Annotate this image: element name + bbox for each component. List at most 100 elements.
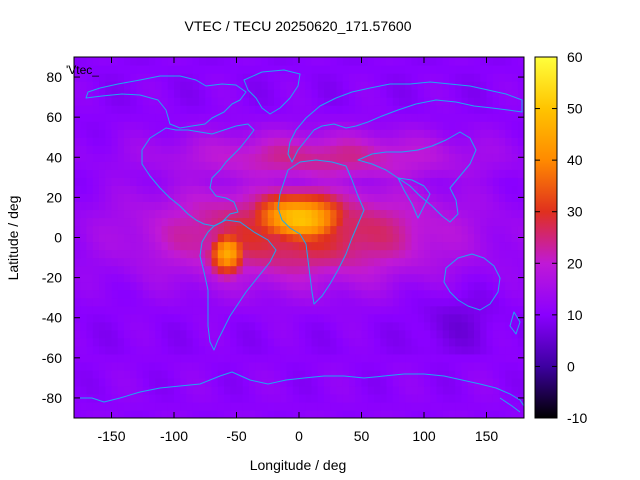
heatmap-cell xyxy=(299,401,306,411)
heatmap-cell xyxy=(174,377,181,387)
heatmap-cell xyxy=(424,153,431,162)
heatmap-cell xyxy=(99,225,106,235)
heatmap-cell xyxy=(117,121,125,130)
heatmap-cell xyxy=(517,89,524,98)
heatmap-cell xyxy=(305,225,313,235)
heatmap-cell xyxy=(480,169,488,178)
heatmap-cell xyxy=(180,233,188,243)
heatmap-cell xyxy=(186,281,194,291)
heatmap-cell xyxy=(92,321,100,331)
heatmap-cell xyxy=(186,241,194,251)
heatmap-cell xyxy=(99,129,106,138)
heatmap-cell xyxy=(305,201,313,211)
heatmap-cell xyxy=(474,401,481,411)
heatmap-cell xyxy=(361,209,369,219)
heatmap-cell xyxy=(511,249,519,259)
heatmap-cell xyxy=(192,89,200,98)
heatmap-cell xyxy=(380,305,388,315)
heatmap-cell xyxy=(505,217,513,227)
heatmap-cell xyxy=(136,81,144,90)
heatmap-cell xyxy=(355,201,363,211)
heatmap-cell xyxy=(517,185,524,194)
heatmap-cell xyxy=(411,241,419,251)
heatmap-cell xyxy=(474,89,481,98)
heatmap-cell xyxy=(424,129,431,138)
heatmap-cell xyxy=(467,81,475,90)
heatmap-cell xyxy=(342,241,350,251)
heatmap-cell xyxy=(305,385,313,395)
heatmap-cell xyxy=(255,409,263,418)
heatmap-cell xyxy=(399,105,406,114)
heatmap-cell xyxy=(261,153,269,162)
heatmap-cell xyxy=(99,369,106,379)
heatmap-cell xyxy=(161,241,169,251)
heatmap-cell xyxy=(355,361,363,371)
heatmap-cell xyxy=(486,89,494,98)
heatmap-cell xyxy=(149,265,156,275)
heatmap-cell xyxy=(149,209,156,219)
heatmap-cell xyxy=(336,113,344,122)
heatmap-cell xyxy=(436,201,444,211)
heatmap-cell xyxy=(224,73,231,82)
heatmap-cell xyxy=(261,73,269,82)
heatmap-cell xyxy=(242,313,250,323)
heatmap-cell xyxy=(455,145,463,154)
heatmap-cell xyxy=(386,57,394,66)
heatmap-cell xyxy=(105,145,113,154)
heatmap-cell xyxy=(217,377,225,387)
heatmap-cell xyxy=(311,57,319,66)
heatmap-cell xyxy=(336,73,344,82)
heatmap-cell xyxy=(199,249,206,259)
heatmap-cell xyxy=(236,369,244,379)
heatmap-cell xyxy=(511,145,519,154)
heatmap-cell xyxy=(292,337,300,347)
heatmap-cell xyxy=(255,297,263,307)
heatmap-cell xyxy=(367,217,375,227)
heatmap-cell xyxy=(236,185,244,194)
heatmap-cell xyxy=(111,281,119,291)
heatmap-cell xyxy=(267,145,275,154)
heatmap-cell xyxy=(111,209,119,219)
heatmap-cell xyxy=(261,193,269,202)
heatmap-cell xyxy=(349,145,356,154)
heatmap-cell xyxy=(330,121,338,130)
heatmap-cell xyxy=(292,313,300,323)
heatmap-cell xyxy=(180,353,188,363)
heatmap-cell xyxy=(349,369,356,379)
heatmap-cell xyxy=(230,409,238,418)
heatmap-cell xyxy=(167,129,175,138)
heatmap-cell xyxy=(192,81,200,90)
heatmap-cell xyxy=(186,401,194,411)
heatmap-cell xyxy=(430,233,438,243)
heatmap-cell xyxy=(249,97,256,106)
heatmap-cell xyxy=(386,241,394,251)
heatmap-cell xyxy=(474,73,481,82)
heatmap-cell xyxy=(99,217,106,227)
heatmap-cell xyxy=(361,249,369,259)
heatmap-cell xyxy=(267,81,275,90)
heatmap-cell xyxy=(342,137,350,146)
heatmap-cell xyxy=(305,137,313,146)
heatmap-cell xyxy=(436,81,444,90)
heatmap-cell xyxy=(186,169,194,178)
heatmap-cell xyxy=(249,321,256,331)
heatmap-cell xyxy=(92,377,100,387)
heatmap-cell xyxy=(249,169,256,178)
heatmap-cell xyxy=(305,169,313,178)
heatmap-cell xyxy=(324,265,331,275)
heatmap-cell xyxy=(224,409,231,418)
heatmap-cell xyxy=(361,329,369,339)
heatmap-cell xyxy=(205,145,213,154)
heatmap-cell xyxy=(442,193,450,202)
heatmap-cell xyxy=(261,137,269,146)
heatmap-cell xyxy=(92,97,100,106)
heatmap-cell xyxy=(242,97,250,106)
heatmap-cell xyxy=(299,313,306,323)
heatmap-cell xyxy=(505,345,513,355)
heatmap-cell xyxy=(230,393,238,403)
heatmap-cell xyxy=(492,105,500,114)
heatmap-cell xyxy=(405,81,413,90)
heatmap-cell xyxy=(74,337,81,347)
heatmap-cell xyxy=(286,305,294,315)
heatmap-cell xyxy=(167,97,175,106)
